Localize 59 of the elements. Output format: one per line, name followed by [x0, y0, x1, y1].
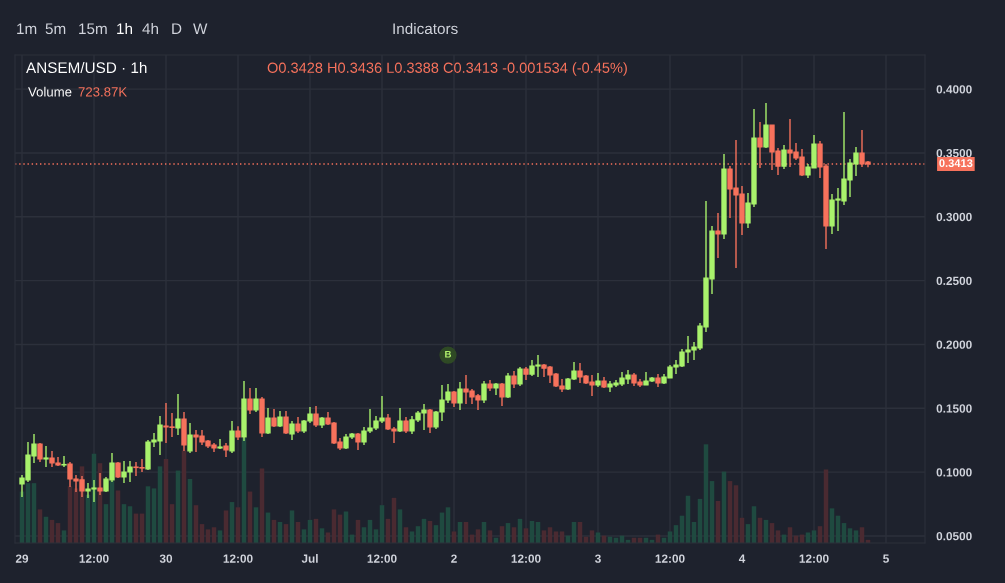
candlestick: [427, 408, 433, 434]
text: 1m: [17, 23, 37, 34]
candlestick: [481, 380, 487, 404]
text: D: [172, 23, 182, 34]
candlestick: [499, 382, 505, 407]
x-tick-label: 3: [594, 554, 601, 563]
y-tick-label: 0.1000: [936, 468, 972, 477]
x-tick-label: 2: [451, 554, 457, 563]
candlestick: [283, 410, 289, 435]
y-tick-label: 0.2000: [936, 340, 972, 349]
text: 4h: [142, 22, 158, 34]
candlestick: [265, 407, 271, 435]
candlestick: [253, 387, 259, 413]
x-tick-label: 12:00: [511, 554, 541, 563]
annotation: B: [445, 350, 452, 358]
y-tick-label: 0.0500: [936, 532, 972, 541]
candlestick: [43, 445, 49, 468]
x-tick-label: 12:00: [655, 554, 685, 563]
chart-title: ANSEM/USD · 1h: [26, 61, 147, 74]
candlestick: [781, 144, 787, 170]
y-tick-label: 0.3000: [936, 212, 972, 222]
candlestick: [37, 442, 43, 463]
x-tick-label: 12:00: [799, 554, 829, 563]
candlestick: [175, 393, 181, 436]
candlestick: [187, 422, 193, 454]
x-tick-label: 4: [738, 554, 746, 563]
candlestick: [763, 102, 769, 149]
y-tick-label: 0.4000: [936, 85, 972, 94]
candlestick: [229, 420, 235, 454]
text: 15m: [79, 23, 107, 35]
candlestick: [313, 405, 319, 428]
candlestick: [217, 438, 223, 450]
candlestick: [289, 420, 295, 441]
text: 5m: [45, 23, 66, 35]
candlestick: [457, 381, 463, 411]
x-tick-label: 29: [15, 554, 29, 563]
candlestick: [97, 472, 103, 496]
x-tick-label: 12:00: [79, 554, 109, 563]
x-tick-label: 30: [159, 554, 173, 563]
text: W: [193, 23, 208, 34]
candlestick: [247, 387, 253, 415]
annotation: O0.3428 H0.3436 L0.3388 C0.3413 -0.001534 (-0.45%): [267, 62, 627, 76]
text: 1h: [117, 22, 132, 34]
x-tick-label: 12:00: [367, 554, 397, 563]
candlestick: [715, 212, 721, 259]
x-tick-label: 12:00: [223, 554, 253, 563]
candlestick: [505, 372, 511, 399]
x-tick-label: 5: [883, 554, 889, 563]
candlestick: [517, 366, 523, 387]
text: Indicators: [393, 22, 458, 35]
x-tick-label: Jul: [301, 554, 318, 563]
ref-line-label: 0.3413: [939, 159, 973, 168]
y-tick-label: 0.3500: [936, 148, 972, 158]
annotation: 723.87K: [78, 87, 128, 97]
annotation: Volume: [28, 86, 72, 97]
candlestick: [61, 455, 67, 468]
y-tick-label: 0.2500: [936, 276, 972, 286]
y-tick-label: 0.1500: [936, 404, 972, 413]
candlestick: [397, 407, 403, 433]
